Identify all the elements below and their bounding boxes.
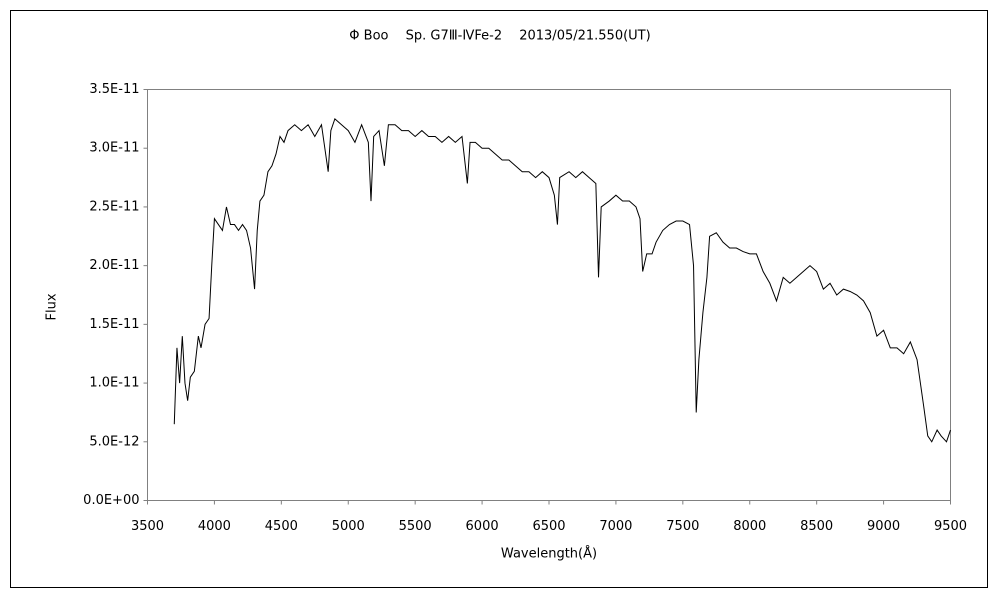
y-tick-label: 5.0E-12 (89, 434, 139, 449)
x-tick-label: 7500 (666, 519, 699, 534)
y-tick-label: 2.0E-11 (89, 258, 139, 273)
x-tick-label: 6000 (466, 519, 499, 534)
x-tick-label: 9000 (867, 519, 900, 534)
plot-area (147, 89, 951, 501)
x-tick-label: 6500 (532, 519, 565, 534)
x-tick-label: 8000 (733, 519, 766, 534)
x-tick-label: 5500 (399, 519, 432, 534)
y-tick-label: 1.5E-11 (89, 317, 139, 332)
x-tick-label: 4500 (265, 519, 298, 534)
x-tick-label: 5000 (332, 519, 365, 534)
x-tick-label: 3500 (131, 519, 164, 534)
y-tick-label: 2.5E-11 (89, 199, 139, 214)
y-tick-label: 3.5E-11 (89, 82, 139, 97)
x-tick-label: 7000 (599, 519, 632, 534)
x-axis-label: Wavelength(Å) (501, 546, 597, 562)
chart-title: Φ Boo Sp. G7Ⅲ-ⅣFe-2 2013/05/21.550(UT) (349, 29, 650, 44)
x-tick-label: 4000 (198, 519, 231, 534)
x-tick-label: 9500 (934, 519, 967, 534)
y-axis-label: Flux (45, 293, 60, 320)
y-tick-label: 3.0E-11 (89, 141, 139, 156)
x-tick-label: 8500 (800, 519, 833, 534)
y-tick-label: 1.0E-11 (89, 376, 139, 391)
y-tick-label: 0.0E+00 (83, 493, 139, 508)
spectrum-line (173, 117, 951, 443)
